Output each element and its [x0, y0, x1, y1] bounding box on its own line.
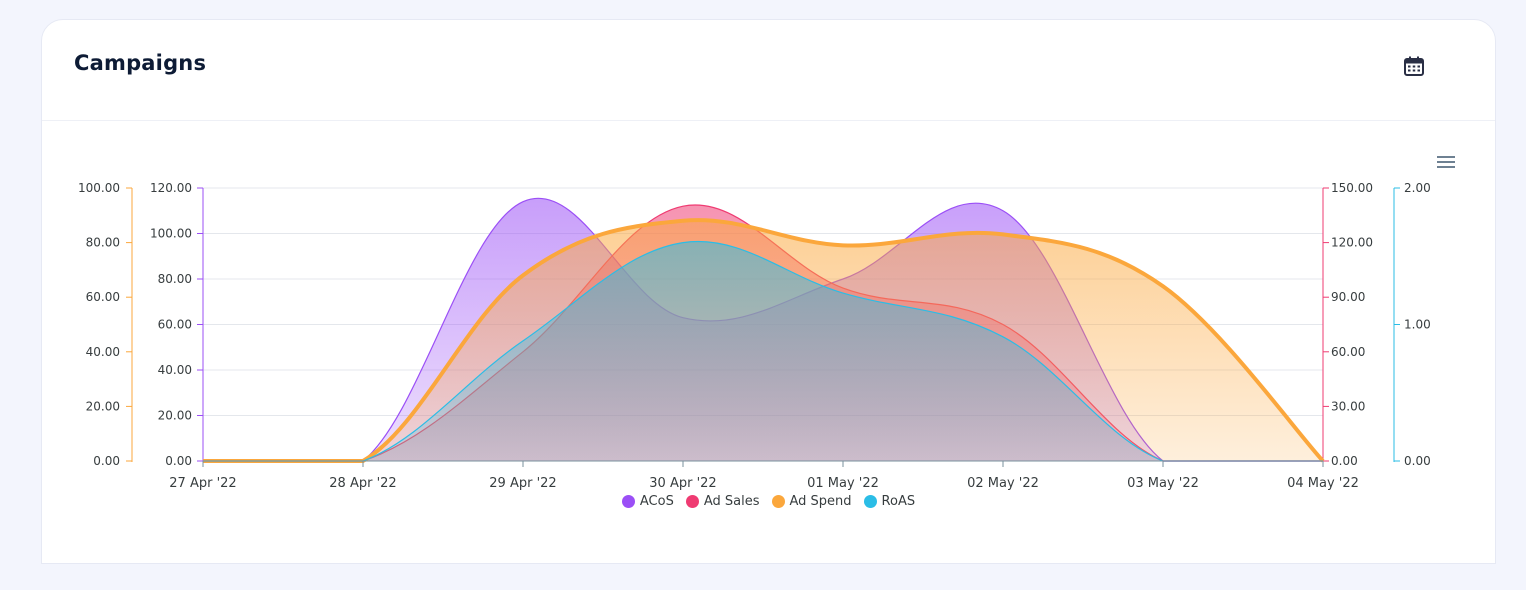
hamburger-menu-icon[interactable] [1435, 153, 1457, 171]
acos-axis-tick-label: 80.00 [158, 272, 192, 286]
legend-item-ad-sales[interactable]: Ad Sales [685, 494, 760, 509]
ad-spend-line [203, 218, 1325, 464]
x-axis-label: 02 May '22 [967, 476, 1039, 491]
legend-item-ad-spend[interactable]: Ad Spend [771, 494, 852, 509]
legend-label: Ad Spend [789, 494, 852, 509]
roas-axis-tick-label: 2.00 [1404, 181, 1431, 195]
legend-item-roas[interactable]: RoAS [863, 494, 916, 509]
x-axis-label: 29 Apr '22 [489, 476, 556, 491]
card-title: Campaigns [74, 51, 207, 75]
legend-label: ACoS [639, 494, 674, 509]
legend-marker [685, 495, 699, 508]
acos-axis-tick-label: 100.00 [150, 227, 192, 241]
acos-axis-tick-label: 120.00 [150, 181, 192, 195]
chart-legend: ACoS Ad Sales Ad Spend RoAS [42, 494, 1495, 509]
ad-sales-axis-tick-label: 150.00 [1331, 181, 1373, 195]
acos-axis-tick-label: 60.00 [158, 318, 192, 332]
x-axis-label: 28 Apr '22 [329, 476, 396, 491]
legend-label: RoAS [881, 494, 916, 509]
acos-axis-tick-label: 0.00 [165, 454, 192, 468]
legend-item-acos[interactable]: ACoS [621, 494, 674, 509]
legend-label: Ad Sales [703, 494, 760, 509]
card-header: Campaigns [42, 20, 1495, 121]
x-axis-label: 27 Apr '22 [169, 476, 236, 491]
ad-sales-axis-tick-label: 0.00 [1331, 454, 1358, 468]
ad-spend-axis-tick-label: 20.00 [86, 399, 120, 413]
x-axis-label: 30 Apr '22 [649, 476, 716, 491]
x-axis-label: 03 May '22 [1127, 476, 1199, 491]
legend-marker [863, 495, 877, 508]
roas-axis-tick-label: 0.00 [1404, 454, 1431, 468]
roas-line [203, 240, 1323, 462]
ad-spend-axis-tick-label: 80.00 [86, 236, 120, 250]
ad-sales-axis-tick-label: 60.00 [1331, 345, 1365, 359]
x-axis-label: 04 May '22 [1287, 476, 1359, 491]
calendar-icon[interactable] [1402, 54, 1426, 78]
ad-sales-axis-tick-label: 30.00 [1331, 399, 1365, 413]
campaigns-card: Campaigns 100.00 80.00 60.00 40.00 20.00 0.00… [41, 19, 1496, 564]
ad-spend-axis-tick-label: 40.00 [86, 345, 120, 359]
legend-marker [771, 495, 785, 508]
roas-axis-tick-label: 1.00 [1404, 318, 1431, 332]
campaigns-chart: 100.00 80.00 60.00 40.00 20.00 0.00 120.00 100.… [78, 181, 1431, 491]
ad-sales-axis-tick-label: 90.00 [1331, 290, 1365, 304]
ad-spend-axis-tick-label: 100.00 [78, 181, 120, 195]
ad-spend-axis-tick-label: 60.00 [86, 290, 120, 304]
roas-area [203, 241, 1323, 461]
legend-marker [621, 495, 635, 508]
acos-axis-tick-label: 40.00 [158, 363, 192, 377]
acos-axis-tick-label: 20.00 [158, 409, 192, 423]
x-axis-label: 01 May '22 [807, 476, 879, 491]
ad-spend-axis-tick-label: 0.00 [93, 454, 120, 468]
ad-sales-axis-tick-label: 120.00 [1331, 236, 1373, 250]
